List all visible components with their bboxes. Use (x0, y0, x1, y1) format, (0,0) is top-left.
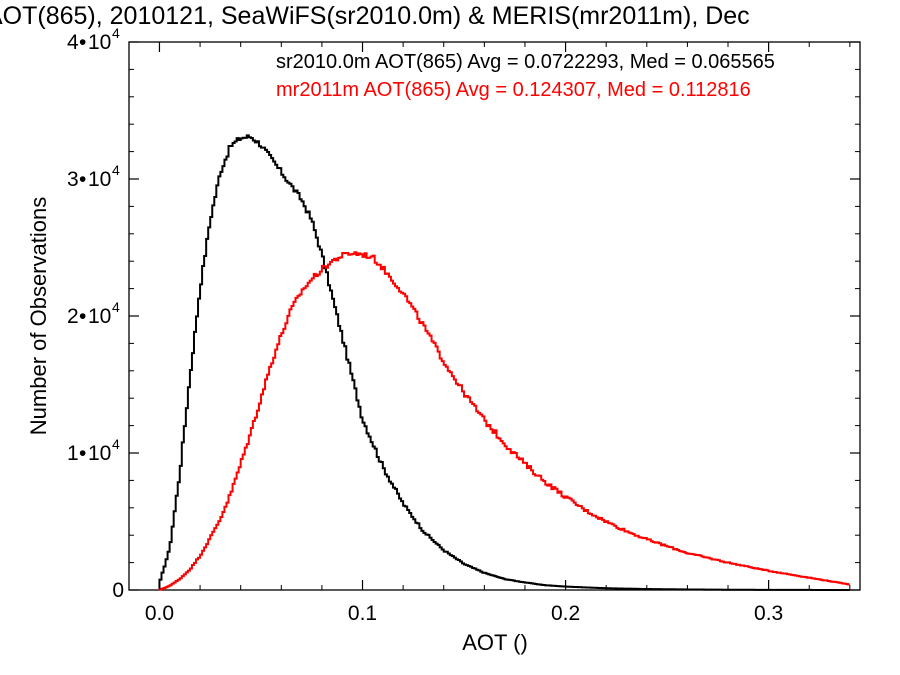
y-tick-exponent: 4 (112, 436, 120, 452)
y-tick-times-dot: • (79, 31, 86, 54)
chart-title: AOT(865), 2010121, SeaWiFS(sr2010.0m) & … (0, 2, 750, 30)
series-line-1 (158, 134, 850, 591)
y-axis-label: Number of Observations (26, 197, 51, 435)
series-line-2 (158, 251, 850, 591)
y-tick-mantissa: 1 (67, 442, 79, 465)
y-tick-times-dot: • (79, 168, 86, 191)
y-tick-label: 0 (112, 579, 124, 602)
y-tick-mantissa: 2 (67, 305, 79, 328)
y-tick-base: 10 (88, 442, 111, 465)
y-tick-mantissa: 4 (67, 31, 79, 54)
y-axis: 01 • 10 42 • 10 43 • 10 44 • 10 4 (67, 25, 860, 602)
y-tick-label: 1 • 10 4 (67, 436, 120, 465)
y-tick-mantissa: 3 (67, 168, 79, 191)
x-tick-label: 0.2 (551, 602, 580, 625)
y-tick-label: 2 • 10 4 (67, 299, 120, 328)
y-tick-times-dot: • (79, 305, 86, 328)
y-tick-base: 10 (88, 31, 111, 54)
plot-frame (128, 41, 861, 591)
y-tick-exponent: 4 (112, 162, 120, 178)
y-tick-exponent: 4 (112, 299, 120, 315)
y-tick-label: 4 • 10 4 (67, 25, 120, 54)
x-axis: 0.0 0.1 0.2 0.3 (145, 42, 851, 625)
y-tick-exponent: 4 (112, 25, 120, 41)
series-group (158, 134, 850, 591)
legend-entry-series-2: mr2011m AOT(865) Avg = 0.124307, Med = 0… (276, 79, 751, 101)
y-tick-base: 10 (88, 305, 111, 328)
x-tick-label: 0.3 (754, 602, 783, 625)
x-tick-label: 0.1 (348, 602, 377, 625)
y-tick-label: 3 • 10 4 (67, 162, 120, 191)
x-tick-label: 0.0 (145, 602, 174, 625)
legend-entry-series-1: sr2010.0m AOT(865) Avg = 0.0722293, Med … (276, 51, 775, 73)
y-tick-base: 10 (88, 168, 111, 191)
y-tick-times-dot: • (79, 442, 86, 465)
x-axis-label: AOT () (462, 630, 528, 655)
